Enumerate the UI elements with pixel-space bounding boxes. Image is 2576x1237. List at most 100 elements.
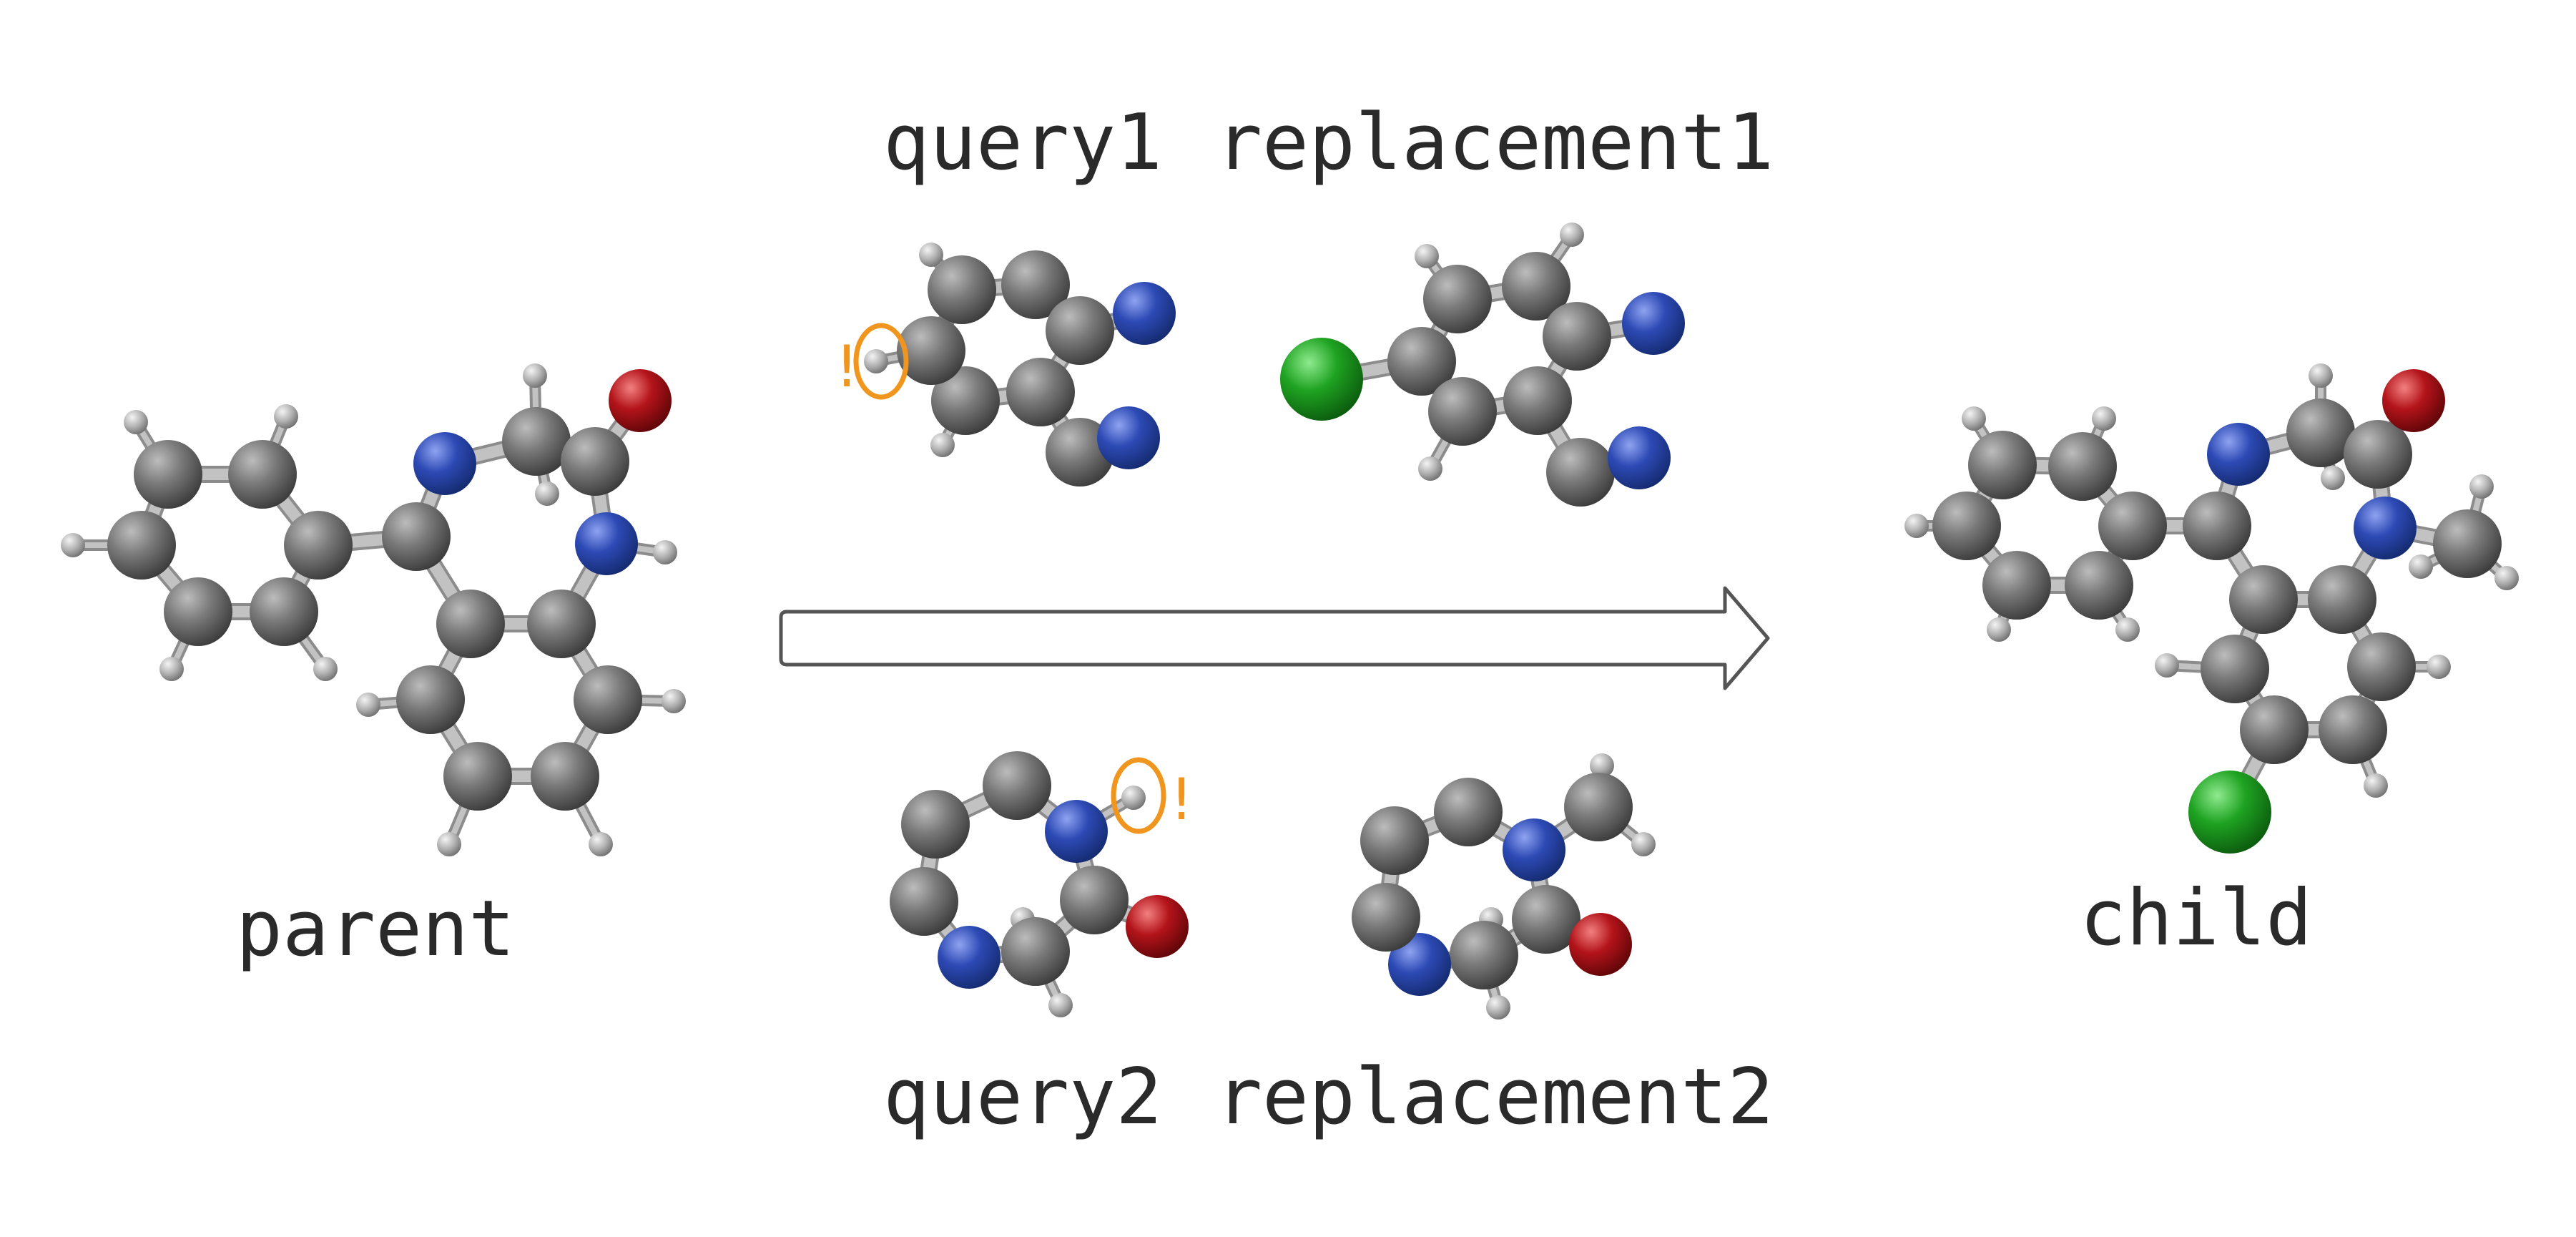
- child-carbon-atom: [2065, 551, 2133, 620]
- parent-hydrogen-atom: [313, 657, 338, 681]
- parent-nitrogen-atom: [575, 512, 638, 575]
- label-parent: parent: [236, 884, 515, 974]
- child-oxygen-atom: [2382, 369, 2445, 432]
- child-hydrogen-atom: [1987, 617, 2011, 642]
- child-hydrogen-atom: [2469, 474, 2494, 499]
- child-chlorine-atom: [2188, 771, 2271, 854]
- query1-carbon-atom: [897, 316, 965, 385]
- child-hydrogen-atom: [1962, 406, 1986, 431]
- child-carbon-atom: [2229, 565, 2298, 634]
- query1-carbon-atom: [1001, 250, 1070, 319]
- parent-carbon-atom: [164, 577, 232, 646]
- parent-carbon-atom: [561, 427, 629, 496]
- parent-carbon-atom: [436, 590, 505, 658]
- query1-carbon-atom: [1046, 418, 1114, 487]
- child-nitrogen-atom: [2207, 423, 2270, 486]
- replacement1-chlorine-atom: [1280, 338, 1363, 421]
- child-carbon-atom: [2098, 492, 2167, 560]
- replacement2-oxygen-atom: [1569, 913, 1632, 976]
- replacement2-carbon-atom: [1450, 921, 1518, 989]
- replacement2-molecule: [1352, 753, 1656, 1020]
- query1-nitrogen-atom: [1097, 406, 1160, 469]
- replacement2-carbon-atom: [1564, 773, 1633, 841]
- replacement2-hydrogen-atom: [1631, 832, 1656, 856]
- query2-carbon-atom: [1001, 917, 1070, 986]
- query1-carbon-atom: [931, 366, 1000, 435]
- replacement1-nitrogen-atom: [1608, 426, 1671, 489]
- query1-nitrogen-atom: [1113, 282, 1176, 345]
- reaction-arrow: [779, 586, 1770, 690]
- query1-carbon-atom: [1046, 296, 1114, 365]
- child-hydrogen-atom: [2409, 554, 2433, 579]
- parent-hydrogen-atom: [535, 481, 559, 506]
- replacement1-carbon-atom: [1546, 438, 1615, 507]
- query1-hydrogen-atom: [864, 349, 888, 373]
- child-carbon-atom: [2433, 509, 2502, 578]
- parent-molecule: [61, 363, 686, 856]
- parent-carbon-atom: [502, 407, 571, 476]
- parent-carbon-atom: [527, 590, 596, 658]
- child-hydrogen-atom: [2155, 653, 2179, 678]
- parent-hydrogen-atom: [662, 689, 686, 713]
- child-hydrogen-atom: [2115, 617, 2140, 642]
- query1-highlight-mark: !: [830, 333, 864, 400]
- child-hydrogen-atom: [2427, 655, 2451, 679]
- replacement1-carbon-atom: [1502, 252, 1570, 321]
- child-carbon-atom: [2347, 632, 2416, 701]
- query1-highlight-ring: [853, 323, 909, 400]
- child-carbon-atom: [2308, 565, 2376, 634]
- label-replacement2: replacement2: [1216, 1052, 1774, 1142]
- replacement2-carbon-atom: [1434, 778, 1503, 846]
- child-carbon-atom: [2286, 399, 2355, 467]
- child-carbon-atom: [2183, 492, 2251, 560]
- child-hydrogen-atom: [2092, 406, 2116, 431]
- query2-carbon-atom: [1060, 866, 1129, 934]
- query1-hydrogen-atom: [919, 243, 943, 267]
- label-child: child: [2080, 874, 2312, 963]
- child-carbon-atom: [2319, 695, 2387, 764]
- child-carbon-atom: [2048, 432, 2117, 501]
- query2-carbon-atom: [983, 751, 1051, 820]
- query2-oxygen-atom: [1126, 895, 1189, 958]
- parent-carbon-atom: [134, 440, 202, 509]
- replacement2-carbon-atom: [1512, 885, 1580, 954]
- replacement1-carbon-atom: [1423, 265, 1492, 333]
- replacement2-nitrogen-atom: [1388, 933, 1451, 996]
- parent-hydrogen-atom: [274, 404, 298, 429]
- replacement2-hydrogen-atom: [1486, 995, 1510, 1020]
- replacement1-nitrogen-atom: [1622, 292, 1685, 355]
- parent-carbon-atom: [443, 742, 512, 811]
- replacement1-carbon-atom: [1387, 327, 1456, 396]
- replacement1-hydrogen-atom: [1418, 456, 1442, 481]
- parent-carbon-atom: [107, 511, 176, 580]
- replacement1-hydrogen-atom: [1415, 244, 1439, 268]
- query2-highlight-mark: !: [1164, 766, 1199, 833]
- child-hydrogen-atom: [2494, 566, 2519, 590]
- parent-hydrogen-atom: [124, 410, 148, 434]
- child-hydrogen-atom: [2309, 363, 2333, 388]
- child-carbon-atom: [2201, 635, 2269, 703]
- child-hydrogen-atom: [1904, 514, 1929, 538]
- child-molecule: [1904, 363, 2519, 854]
- query1-carbon-atom: [1006, 358, 1075, 426]
- child-nitrogen-atom: [2354, 497, 2417, 559]
- parent-hydrogen-atom: [653, 540, 677, 564]
- query2-hydrogen-atom: [1048, 993, 1073, 1017]
- parent-oxygen-atom: [609, 369, 672, 432]
- parent-hydrogen-atom: [159, 657, 184, 681]
- parent-hydrogen-atom: [589, 832, 613, 856]
- parent-nitrogen-atom: [413, 432, 476, 495]
- replacement1-carbon-atom: [1428, 377, 1497, 446]
- query1-molecule: [864, 243, 1176, 487]
- query2-carbon-atom: [901, 790, 970, 859]
- replacement1-carbon-atom: [1503, 366, 1572, 435]
- query2-nitrogen-atom: [1045, 800, 1108, 863]
- parent-carbon-atom: [284, 511, 353, 580]
- replacement2-hydrogen-atom: [1590, 753, 1614, 778]
- parent-carbon-atom: [382, 502, 451, 571]
- child-carbon-atom: [2240, 695, 2309, 764]
- child-carbon-atom: [1932, 492, 2001, 560]
- label-query2: query2: [883, 1052, 1162, 1142]
- query1-carbon-atom: [928, 255, 996, 324]
